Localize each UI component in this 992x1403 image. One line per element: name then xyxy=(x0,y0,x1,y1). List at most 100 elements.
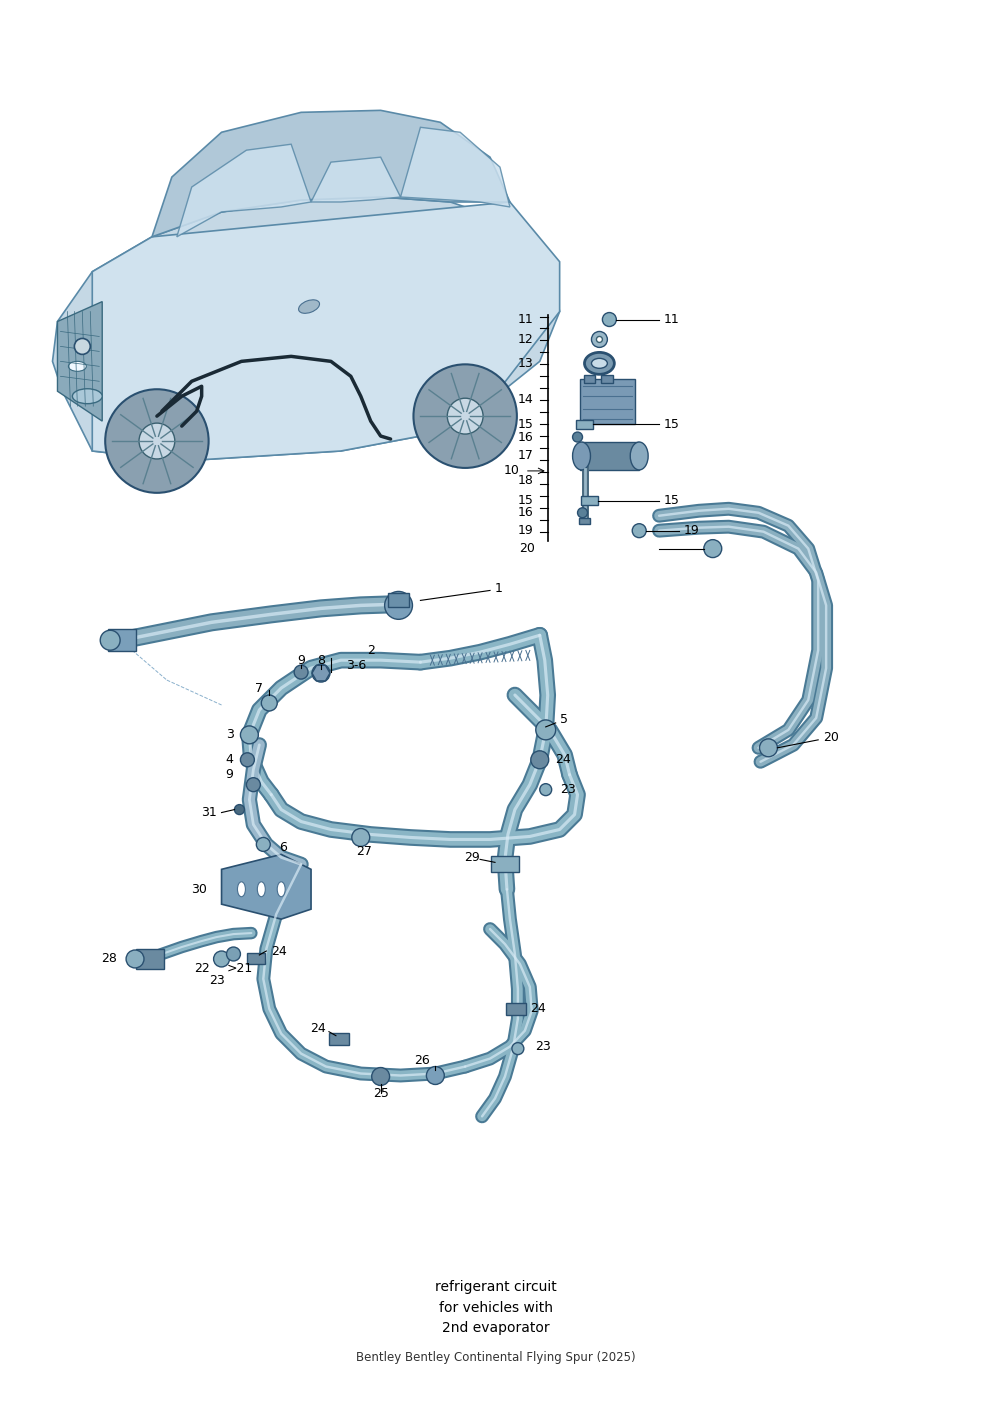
Text: 9: 9 xyxy=(225,769,233,781)
Text: 20: 20 xyxy=(519,542,535,556)
Polygon shape xyxy=(177,145,311,237)
Circle shape xyxy=(577,508,587,518)
Text: 30: 30 xyxy=(190,882,206,895)
Text: 4: 4 xyxy=(225,753,233,766)
Text: 23: 23 xyxy=(535,1040,551,1054)
Circle shape xyxy=(602,313,616,327)
Circle shape xyxy=(385,592,413,619)
Text: 9: 9 xyxy=(298,654,305,666)
Text: 24: 24 xyxy=(555,753,570,766)
Ellipse shape xyxy=(68,362,86,372)
Circle shape xyxy=(240,725,258,744)
Text: 18: 18 xyxy=(518,474,534,487)
Circle shape xyxy=(105,389,208,492)
Ellipse shape xyxy=(299,300,319,313)
Circle shape xyxy=(240,753,254,767)
Circle shape xyxy=(246,777,260,791)
Bar xyxy=(578,518,590,523)
Circle shape xyxy=(536,720,556,739)
Circle shape xyxy=(312,664,330,682)
Polygon shape xyxy=(152,111,510,237)
Text: 2: 2 xyxy=(367,644,375,657)
Text: 22: 22 xyxy=(193,962,209,975)
Bar xyxy=(329,1033,349,1045)
Text: 3-6: 3-6 xyxy=(345,658,366,672)
Text: 13: 13 xyxy=(518,356,534,370)
Text: 25: 25 xyxy=(373,1087,389,1100)
Text: 16: 16 xyxy=(518,506,534,519)
Circle shape xyxy=(512,1042,524,1055)
Text: 28: 28 xyxy=(101,953,117,965)
Text: 3: 3 xyxy=(225,728,233,741)
Ellipse shape xyxy=(257,881,265,897)
Circle shape xyxy=(704,540,722,557)
Text: 15: 15 xyxy=(518,418,534,431)
Text: Bentley Bentley Continental Flying Spur (2025): Bentley Bentley Continental Flying Spur … xyxy=(356,1351,636,1364)
Polygon shape xyxy=(311,157,401,202)
Circle shape xyxy=(126,950,144,968)
Polygon shape xyxy=(312,665,330,680)
Circle shape xyxy=(447,398,483,434)
Circle shape xyxy=(352,829,370,846)
Ellipse shape xyxy=(237,881,245,897)
Bar xyxy=(583,375,595,383)
Text: refrigerant circuit
for vehicles with
2nd evaporator: refrigerant circuit for vehicles with 2n… xyxy=(435,1280,557,1336)
Circle shape xyxy=(427,1066,444,1085)
Bar xyxy=(601,375,613,383)
Circle shape xyxy=(591,331,607,348)
Bar xyxy=(575,419,593,428)
Circle shape xyxy=(531,751,549,769)
Polygon shape xyxy=(92,202,559,462)
Circle shape xyxy=(261,694,277,711)
Text: >21: >21 xyxy=(226,962,253,975)
Text: 10: 10 xyxy=(504,464,520,477)
Text: 31: 31 xyxy=(200,807,216,819)
Text: 11: 11 xyxy=(518,313,534,325)
Ellipse shape xyxy=(630,442,648,470)
Circle shape xyxy=(414,365,517,469)
Text: 24: 24 xyxy=(310,1023,326,1035)
Text: 27: 27 xyxy=(356,845,372,857)
Text: 5: 5 xyxy=(559,714,567,727)
Text: 23: 23 xyxy=(559,783,575,796)
Text: 24: 24 xyxy=(271,944,287,957)
Text: 8: 8 xyxy=(317,654,325,666)
Text: 15: 15 xyxy=(518,494,534,508)
Text: 15: 15 xyxy=(664,494,680,508)
Polygon shape xyxy=(221,854,311,919)
Text: 26: 26 xyxy=(415,1054,431,1068)
Circle shape xyxy=(139,424,175,459)
Text: 17: 17 xyxy=(518,449,534,463)
Text: 29: 29 xyxy=(464,850,480,864)
Polygon shape xyxy=(53,196,559,462)
Bar xyxy=(580,497,598,505)
Circle shape xyxy=(100,630,120,650)
Bar xyxy=(579,442,639,470)
Text: 7: 7 xyxy=(255,682,263,694)
Bar xyxy=(491,856,519,873)
Circle shape xyxy=(213,951,229,967)
Circle shape xyxy=(540,784,552,796)
Bar xyxy=(580,379,635,424)
Text: 20: 20 xyxy=(823,731,839,745)
Ellipse shape xyxy=(591,358,607,369)
Bar xyxy=(108,630,136,651)
Circle shape xyxy=(572,432,582,442)
Bar xyxy=(136,948,164,969)
Circle shape xyxy=(596,337,602,342)
Circle shape xyxy=(372,1068,390,1086)
Bar xyxy=(388,593,410,607)
Circle shape xyxy=(760,739,778,756)
Text: 1: 1 xyxy=(495,582,503,595)
Text: 19: 19 xyxy=(518,525,534,537)
Text: 15: 15 xyxy=(664,418,680,431)
Polygon shape xyxy=(401,128,510,208)
Bar xyxy=(506,1003,526,1014)
Polygon shape xyxy=(58,302,102,421)
Text: 11: 11 xyxy=(664,313,680,325)
Circle shape xyxy=(234,804,244,815)
Ellipse shape xyxy=(277,881,285,897)
Circle shape xyxy=(74,338,90,355)
Text: 6: 6 xyxy=(279,840,287,854)
Text: 12: 12 xyxy=(518,333,534,347)
